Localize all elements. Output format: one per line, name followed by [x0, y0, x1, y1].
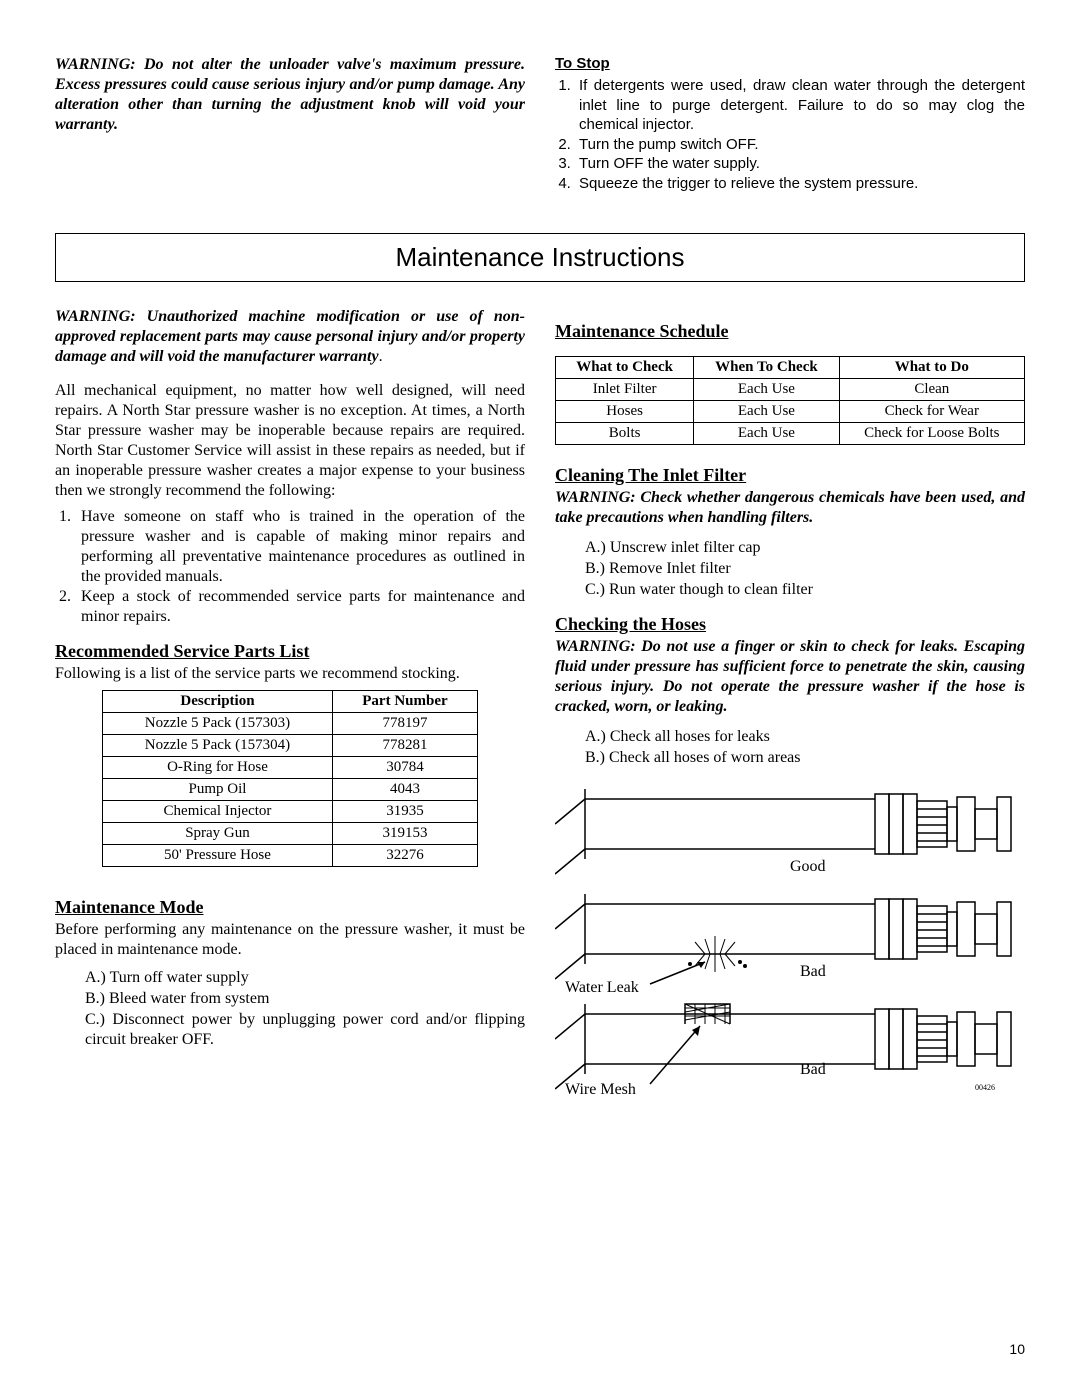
top-right-col: To Stop If detergents were used, draw cl…	[555, 55, 1025, 203]
list-item: B.) Bleed water from system	[85, 989, 525, 1010]
diagram-code: 00426	[975, 1083, 995, 1092]
cell: 50' Pressure Hose	[103, 845, 333, 867]
cell: 31935	[332, 801, 477, 823]
col-header: What to Do	[839, 357, 1024, 379]
list-item: If detergents were used, draw clean wate…	[575, 76, 1025, 135]
table-header-row: What to Check When To Check What to Do	[556, 357, 1025, 379]
list-item: A.) Check all hoses for leaks	[585, 727, 1025, 748]
list-item: Squeeze the trigger to relieve the syste…	[575, 174, 1025, 194]
cell: Clean	[839, 379, 1024, 401]
table-row: Inlet FilterEach UseClean	[556, 379, 1025, 401]
clean-head: Cleaning The Inlet Filter	[555, 465, 1025, 486]
to-stop-list: If detergents were used, draw clean wate…	[555, 76, 1025, 193]
cell: Each Use	[694, 423, 839, 445]
list-item: C.) Run water though to clean filter	[585, 580, 1025, 601]
col-header: Description	[103, 691, 333, 713]
list-item: Turn OFF the water supply.	[575, 154, 1025, 174]
hose-head: Checking the Hoses	[555, 614, 1025, 635]
top-left-col: WARNING: Do not alter the unloader valve…	[55, 55, 525, 203]
cell: Spray Gun	[103, 823, 333, 845]
cell: 4043	[332, 779, 477, 801]
label-wire-mesh: Wire Mesh	[565, 1081, 636, 1098]
intro-text: All mechanical equipment, no matter how …	[55, 381, 525, 501]
mode-list: A.) Turn off water supply B.) Bleed wate…	[85, 968, 525, 1051]
cell: Check for Loose Bolts	[839, 423, 1024, 445]
mode-intro: Before performing any maintenance on the…	[55, 920, 525, 960]
cell: 778197	[332, 713, 477, 735]
page: WARNING: Do not alter the unloader valve…	[0, 0, 1080, 1397]
table-row: O-Ring for Hose30784	[103, 757, 478, 779]
cell: Each Use	[694, 379, 839, 401]
list-item: Keep a stock of recommended service part…	[75, 587, 525, 627]
cell: O-Ring for Hose	[103, 757, 333, 779]
parts-head: Recommended Service Parts List	[55, 641, 525, 662]
cell: 319153	[332, 823, 477, 845]
maint-right-col: Maintenance Schedule What to Check When …	[555, 307, 1025, 1099]
sched-table: What to Check When To Check What to Do I…	[555, 356, 1025, 445]
clean-list: A.) Unscrew inlet filter cap B.) Remove …	[585, 538, 1025, 600]
clean-warning: WARNING: Check whether dangerous chemica…	[555, 488, 1025, 528]
mod-warning-text: WARNING: Unauthorized machine modificati…	[55, 308, 525, 365]
mod-warning: WARNING: Unauthorized machine modificati…	[55, 307, 525, 367]
cell: Each Use	[694, 401, 839, 423]
cell: Inlet Filter	[556, 379, 694, 401]
table-row: Chemical Injector31935	[103, 801, 478, 823]
list-item: A.) Unscrew inlet filter cap	[585, 538, 1025, 559]
top-block: WARNING: Do not alter the unloader valve…	[55, 55, 1025, 203]
section-title: Maintenance Instructions	[55, 233, 1025, 282]
table-row: HosesEach UseCheck for Wear	[556, 401, 1025, 423]
hose-diagram: Good	[555, 779, 1025, 1099]
cell: Pump Oil	[103, 779, 333, 801]
cell: Chemical Injector	[103, 801, 333, 823]
cell: Nozzle 5 Pack (157303)	[103, 713, 333, 735]
intro-list: Have someone on staff who is trained in …	[55, 507, 525, 627]
maint-left-col: WARNING: Unauthorized machine modificati…	[55, 307, 525, 1099]
list-item: B.) Check all hoses of worn areas	[585, 748, 1025, 769]
col-header: Part Number	[332, 691, 477, 713]
table-header-row: Description Part Number	[103, 691, 478, 713]
cell: Nozzle 5 Pack (157304)	[103, 735, 333, 757]
list-item: Turn the pump switch OFF.	[575, 135, 1025, 155]
table-row: 50' Pressure Hose32276	[103, 845, 478, 867]
maint-block: WARNING: Unauthorized machine modificati…	[55, 307, 1025, 1099]
cell: Bolts	[556, 423, 694, 445]
table-row: BoltsEach UseCheck for Loose Bolts	[556, 423, 1025, 445]
label-bad-1: Bad	[800, 963, 826, 980]
list-item: A.) Turn off water supply	[85, 968, 525, 989]
to-stop-head: To Stop	[555, 55, 1025, 72]
list-item: C.) Disconnect power by unplugging power…	[85, 1010, 525, 1052]
unloader-warning: WARNING: Do not alter the unloader valve…	[55, 55, 525, 135]
mod-warning-tail: .	[379, 348, 383, 365]
cell: Check for Wear	[839, 401, 1024, 423]
mode-head: Maintenance Mode	[55, 897, 525, 918]
cell: 778281	[332, 735, 477, 757]
table-row: Pump Oil4043	[103, 779, 478, 801]
table-row: Nozzle 5 Pack (157304)778281	[103, 735, 478, 757]
col-header: What to Check	[556, 357, 694, 379]
cell: 30784	[332, 757, 477, 779]
label-water-leak: Water Leak	[565, 979, 639, 996]
cell: 32276	[332, 845, 477, 867]
hose-warning: WARNING: Do not use a finger or skin to …	[555, 637, 1025, 717]
page-number: 10	[1009, 1341, 1025, 1357]
table-row: Spray Gun319153	[103, 823, 478, 845]
table-row: Nozzle 5 Pack (157303)778197	[103, 713, 478, 735]
label-bad-2: Bad	[800, 1061, 826, 1078]
list-item: Have someone on staff who is trained in …	[75, 507, 525, 587]
sched-head: Maintenance Schedule	[555, 321, 1025, 342]
parts-table: Description Part Number Nozzle 5 Pack (1…	[102, 690, 478, 867]
label-good: Good	[790, 858, 826, 875]
col-header: When To Check	[694, 357, 839, 379]
hose-list: A.) Check all hoses for leaks B.) Check …	[585, 727, 1025, 769]
cell: Hoses	[556, 401, 694, 423]
list-item: B.) Remove Inlet filter	[585, 559, 1025, 580]
parts-intro: Following is a list of the service parts…	[55, 664, 525, 684]
